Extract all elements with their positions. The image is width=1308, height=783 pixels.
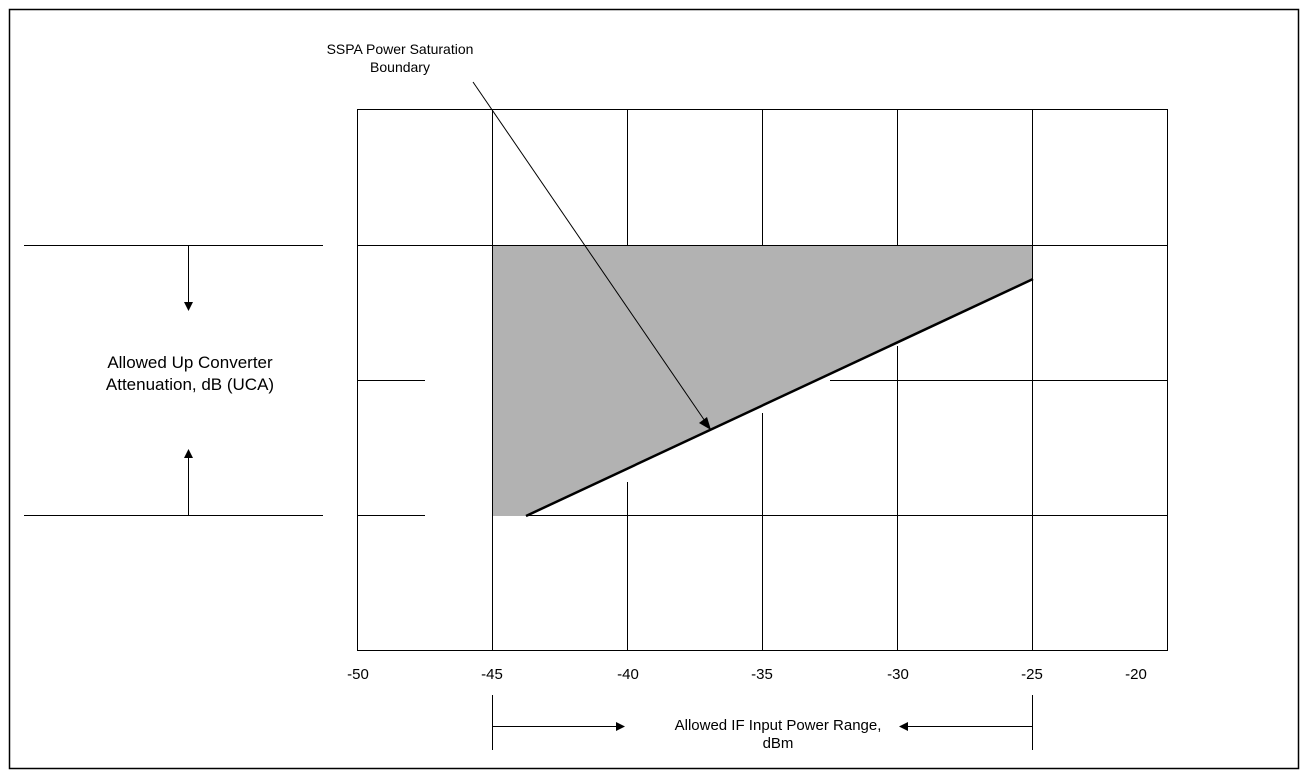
grid (357, 109, 1168, 651)
outer-border (8, 8, 1300, 770)
callout-arrow-line (472, 81, 708, 425)
y-axis-label-line-2: Attenuation, dB (UCA) (105, 375, 275, 394)
x-range-label-line-1: Allowed IF Input Power Range, (674, 717, 882, 734)
x-tick-label: -45 (481, 666, 503, 683)
allowed-region (492, 245, 1033, 516)
y-indicator (24, 245, 323, 516)
x-tick-label: -50 (347, 666, 369, 683)
x-tick-label: -30 (887, 666, 909, 683)
saturation-label-line-2: Boundary (370, 59, 430, 75)
x-range-left-arrow-head (899, 722, 908, 731)
x-tick-label: -20 (1125, 666, 1147, 683)
x-range-label: Allowed IF Input Power Range, dBm (618, 717, 938, 753)
x-tick-label: -35 (751, 666, 773, 683)
saturation-boundary-label: SSPA Power Saturation Boundary (270, 40, 530, 76)
x-tick-label: -25 (1021, 666, 1043, 683)
y-axis-label: Allowed Up Converter Attenuation, dB (UC… (40, 352, 340, 396)
y-axis-label-line-1: Allowed Up Converter (107, 353, 273, 372)
x-tick-label: -40 (617, 666, 639, 683)
y-up-arrow-head (184, 449, 193, 458)
y-down-arrow-head (184, 302, 193, 311)
x-range-label-line-2: dBm (762, 735, 794, 752)
callout-arrow-head (699, 417, 711, 430)
x-range-indicator (492, 695, 1033, 750)
saturation-label-line-1: SSPA Power Saturation (326, 41, 474, 57)
saturation-boundary-line (525, 277, 1034, 518)
x-range-right-arrow-head (616, 722, 625, 731)
